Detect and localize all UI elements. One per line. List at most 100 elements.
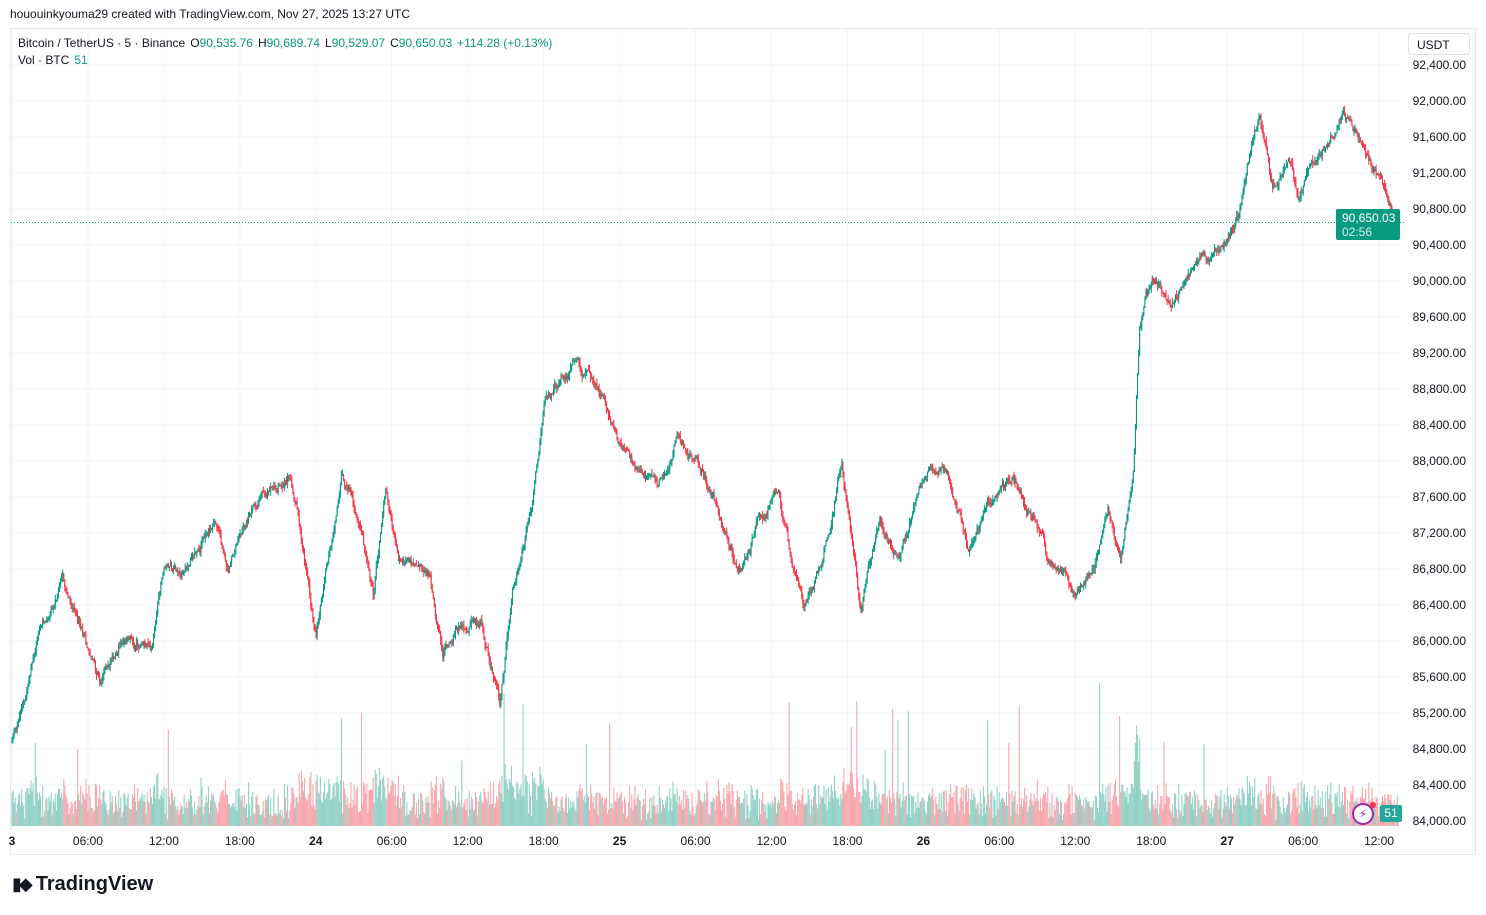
candle-body xyxy=(74,610,76,613)
volume-bar xyxy=(694,813,696,826)
candle-body xyxy=(945,468,947,473)
volume-bar xyxy=(219,796,221,826)
candle-body xyxy=(1163,292,1165,294)
volume-bar xyxy=(1290,814,1292,826)
candle-body xyxy=(1347,116,1349,118)
volume-bar xyxy=(94,783,97,826)
candle-body xyxy=(1204,252,1206,257)
volume-bar xyxy=(790,790,792,826)
candle-body xyxy=(445,644,447,648)
candle-body xyxy=(504,658,506,672)
candle-body xyxy=(1293,170,1295,179)
volume-bar xyxy=(955,785,957,826)
candle-body xyxy=(1361,141,1363,147)
candle-body xyxy=(1071,589,1073,593)
candle-body xyxy=(1097,551,1099,553)
candle-body xyxy=(283,480,285,487)
volume-bar xyxy=(1217,795,1219,826)
volume-bar xyxy=(506,784,508,826)
candle-body xyxy=(73,607,75,611)
candle-body xyxy=(1302,185,1304,191)
candle-body xyxy=(927,469,929,473)
volume-bar xyxy=(109,790,111,826)
candle-body xyxy=(43,620,45,622)
candle-body xyxy=(1037,528,1039,530)
volume-bar xyxy=(846,783,848,826)
volume-bar xyxy=(370,789,372,826)
candle-body xyxy=(1330,136,1332,142)
volume-bar xyxy=(1177,817,1179,826)
candle-body xyxy=(1337,126,1339,128)
volume-bar xyxy=(1206,810,1208,826)
volume-bar xyxy=(456,807,458,826)
candle-body xyxy=(655,479,657,482)
volume-bar xyxy=(463,802,465,826)
candle-body xyxy=(131,637,133,641)
volume-bar xyxy=(1054,810,1056,826)
volume-bar xyxy=(403,784,405,826)
candle-body xyxy=(453,635,455,637)
volume-bar xyxy=(750,785,752,826)
volume-bar xyxy=(667,795,669,826)
volume-bar xyxy=(261,811,263,826)
volume-bar xyxy=(961,800,963,826)
candle-body xyxy=(511,589,513,601)
candle-body xyxy=(877,529,879,532)
candle-body xyxy=(899,556,901,559)
volume-bar xyxy=(75,809,78,826)
tradingview-logo[interactable]: ▮◆ TradingView xyxy=(12,873,153,896)
price-tick-label: 87,200.00 xyxy=(1413,526,1467,540)
volume-bar xyxy=(85,778,87,826)
candle-body xyxy=(464,628,466,630)
currency-unit-button[interactable]: USDT xyxy=(1408,33,1470,55)
candle-body xyxy=(1270,169,1272,178)
candle-body xyxy=(802,597,804,604)
volume-bar xyxy=(201,786,203,826)
volume-bar xyxy=(818,784,820,826)
candle-body xyxy=(405,560,407,563)
lightning-icon[interactable]: ⚡ xyxy=(1352,802,1376,825)
candle-body xyxy=(873,550,875,551)
candle-body xyxy=(46,618,48,623)
volume-bar xyxy=(402,792,404,826)
candle-body xyxy=(1019,490,1021,493)
volume-label[interactable]: Vol · BTC xyxy=(18,53,70,67)
candle-body xyxy=(1219,249,1221,252)
candle-body xyxy=(1324,147,1326,150)
volume-bar xyxy=(348,808,350,826)
volume-bar xyxy=(982,786,984,826)
candle-body xyxy=(1368,155,1370,161)
volume-bar xyxy=(748,817,750,826)
volume-bar xyxy=(1314,785,1316,826)
volume-bar xyxy=(510,765,513,826)
volume-bar xyxy=(427,796,429,826)
volume-bar xyxy=(994,799,996,826)
volume-bar xyxy=(106,810,108,826)
volume-bar xyxy=(288,817,290,826)
volume-bar xyxy=(230,807,232,826)
volume-bar xyxy=(1102,783,1104,826)
volume-bar xyxy=(1184,794,1186,826)
candle-body xyxy=(1267,154,1269,162)
candle-body xyxy=(1385,187,1387,192)
volume-bar xyxy=(440,783,442,826)
candle-body xyxy=(142,643,144,645)
volume-bar xyxy=(1208,807,1210,826)
candle-body xyxy=(422,568,424,572)
candle-body xyxy=(609,415,611,419)
candle-body xyxy=(1175,295,1177,302)
volume-bar xyxy=(501,775,503,826)
volume-bar xyxy=(735,799,737,826)
volume-bar xyxy=(662,804,665,826)
volume-bar xyxy=(1082,807,1084,826)
symbol-name[interactable]: Bitcoin / TetherUS · 5 · Binance xyxy=(18,36,186,50)
candle-body xyxy=(500,698,502,706)
volume-bar xyxy=(280,815,282,826)
candle-body xyxy=(302,547,304,552)
candle-body xyxy=(309,581,311,595)
volume-bar xyxy=(1187,796,1189,826)
volume-bar xyxy=(913,795,915,826)
candle-body xyxy=(1295,181,1297,190)
candle-body xyxy=(107,665,109,667)
